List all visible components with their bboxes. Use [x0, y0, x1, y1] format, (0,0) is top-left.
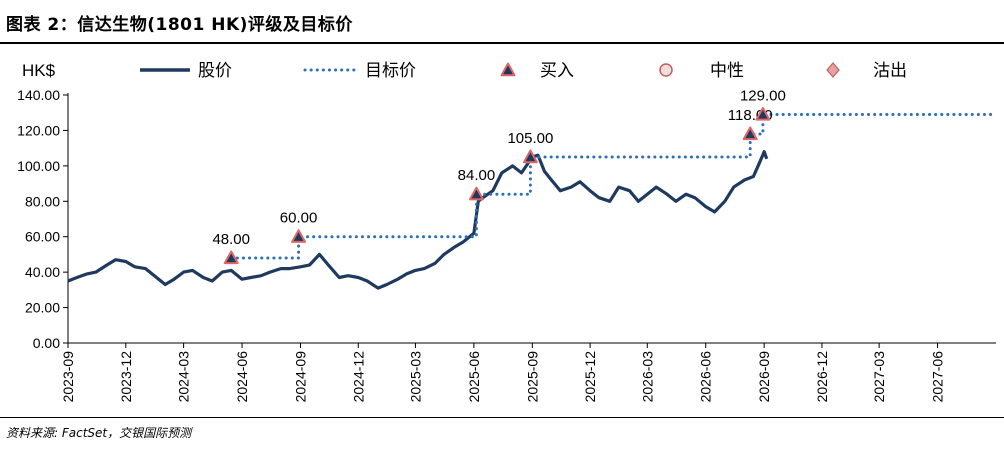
y-tick-label: 0.00 [33, 335, 60, 351]
footer-divider [0, 417, 1004, 418]
source-note: 资料来源: FactSet，交银国际预测 [6, 426, 192, 440]
x-tick-label: 2024-03 [176, 351, 192, 403]
legend-swatch-sell [826, 62, 840, 78]
buy-rating-marker [742, 126, 758, 141]
x-tick-label: 2024-12 [350, 351, 366, 403]
x-tick-label: 2025-09 [524, 351, 540, 403]
legend-label-target: 目标价 [365, 61, 416, 81]
legend-label-sell: 沽出 [873, 61, 907, 81]
y-tick-label: 100.00 [17, 158, 60, 174]
legend-label-buy: 买入 [540, 61, 574, 81]
x-tick-label: 2023-12 [118, 351, 134, 403]
chart-legend: 股价 目标价 买入 中性 沽出 [140, 61, 907, 81]
title-divider [0, 42, 1004, 44]
x-tick-label: 2024-09 [292, 351, 308, 403]
share-price-line [67, 150, 769, 290]
target-price-label: 84.00 [458, 167, 496, 184]
y-tick-label: 140.00 [17, 87, 60, 103]
x-tick-label: 2024-06 [234, 351, 250, 403]
buy-rating-marker [522, 149, 538, 164]
legend-label-price: 股价 [198, 61, 232, 81]
target-price-label: 60.00 [280, 210, 318, 227]
y-tick-label: 120.00 [17, 122, 60, 138]
y-tick-label: 20.00 [25, 300, 60, 316]
y-tick-label: 80.00 [25, 193, 60, 209]
x-tick-label: 2027-03 [871, 351, 887, 403]
x-tick-label: 2025-12 [582, 351, 598, 403]
x-tick-label: 2025-03 [407, 351, 423, 403]
chart-title: 图表 2：信达生物(1801 HK)评级及目标价 [6, 15, 353, 35]
legend-swatch-buy [500, 62, 516, 77]
buy-rating-marker [755, 106, 771, 121]
y-tick-label: 40.00 [25, 264, 60, 280]
x-tick-label: 2026-06 [698, 351, 714, 403]
chart-axes: 0.00 20.00 40.00 60.00 80.00 100.00 120.00 140.… [17, 87, 996, 402]
buy-rating-marker [468, 186, 484, 201]
x-tick-label: 2027-06 [930, 351, 946, 403]
buy-rating-marker [291, 229, 307, 243]
x-tick-label: 2026-09 [756, 351, 772, 403]
price-target-chart: 股价 目标价 买入 中性 沽出 HK$ 0.00 20.00 40.00 60.00 80.00… [17, 61, 998, 402]
legend-swatch-neutral [659, 63, 673, 77]
x-tick-label: 2026-03 [639, 351, 655, 403]
target-price-label: 105.00 [507, 130, 553, 147]
target-price-line [229, 113, 998, 260]
legend-label-neutral: 中性 [710, 61, 744, 81]
y-tick-label: 60.00 [25, 229, 60, 245]
target-price-label: 129.00 [740, 87, 786, 104]
x-tick-label: 2023-09 [60, 351, 76, 403]
x-tick-label: 2025-06 [466, 351, 482, 403]
y-axis-label: HK$ [22, 61, 56, 80]
x-tick-label: 2026-12 [814, 351, 830, 403]
target-price-label: 48.00 [212, 231, 250, 248]
buy-rating-marker [223, 250, 239, 265]
